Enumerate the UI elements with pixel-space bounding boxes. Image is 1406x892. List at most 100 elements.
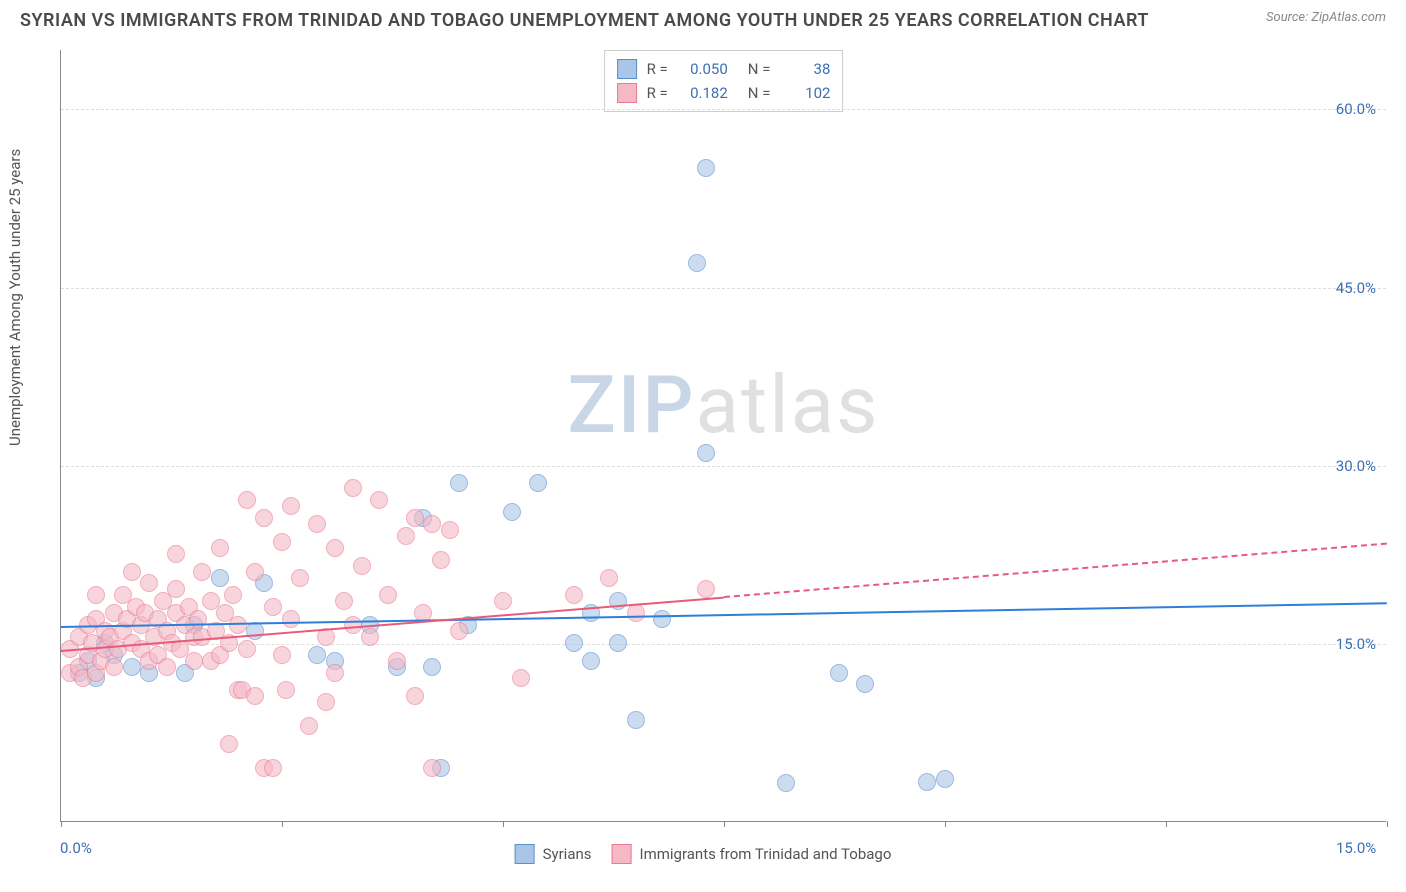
scatter-point-trinidad (238, 491, 256, 509)
scatter-point-trinidad (193, 563, 211, 581)
legend-n-label: N = (748, 60, 771, 78)
scatter-point-trinidad (423, 515, 441, 533)
x-tick-mark (1387, 821, 1388, 827)
scatter-point-trinidad (300, 717, 318, 735)
scatter-point-trinidad (105, 658, 123, 676)
scatter-point-syrians (918, 773, 936, 791)
scatter-point-trinidad (185, 652, 203, 670)
scatter-point-trinidad (344, 479, 362, 497)
scatter-point-trinidad (123, 563, 141, 581)
scatter-point-trinidad (158, 658, 176, 676)
scatter-point-syrians (627, 711, 645, 729)
trendline-trinidad (724, 543, 1387, 598)
scatter-point-trinidad (229, 616, 247, 634)
scatter-point-syrians (529, 474, 547, 492)
scatter-point-trinidad (87, 586, 105, 604)
y-tick-label: 60.0% (1336, 100, 1376, 118)
source-label: Source: ZipAtlas.com (1266, 10, 1386, 25)
scatter-point-syrians (123, 658, 141, 676)
watermark-text: ZIPatlas (568, 358, 880, 452)
scatter-point-trinidad (406, 509, 424, 527)
scatter-point-trinidad (432, 551, 450, 569)
scatter-point-trinidad (388, 652, 406, 670)
scatter-point-syrians (856, 675, 874, 693)
x-tick-mark (61, 821, 62, 827)
gridline (61, 109, 1386, 110)
legend-row-syrians: R =0.050N =38 (617, 57, 831, 81)
legend-swatch (612, 844, 632, 864)
scatter-point-trinidad (264, 759, 282, 777)
scatter-point-trinidad (441, 521, 459, 539)
chart-title: SYRIAN VS IMMIGRANTS FROM TRINIDAD AND T… (20, 10, 1149, 31)
scatter-point-syrians (609, 634, 627, 652)
scatter-point-syrians (308, 646, 326, 664)
scatter-point-syrians (697, 444, 715, 462)
scatter-point-trinidad (264, 598, 282, 616)
scatter-point-trinidad (246, 687, 264, 705)
legend-swatch (515, 844, 535, 864)
legend-r-label: R = (647, 84, 668, 102)
scatter-point-trinidad (565, 586, 583, 604)
x-tick-mark (282, 821, 283, 827)
scatter-point-trinidad (494, 592, 512, 610)
scatter-point-trinidad (317, 693, 335, 711)
scatter-point-trinidad (291, 569, 309, 587)
scatter-point-trinidad (423, 759, 441, 777)
legend-swatch (617, 83, 637, 103)
x-tick-mark (724, 821, 725, 827)
y-tick-label: 45.0% (1336, 279, 1376, 297)
scatter-point-trinidad (211, 539, 229, 557)
scatter-point-syrians (211, 569, 229, 587)
scatter-point-trinidad (167, 580, 185, 598)
legend-row-trinidad: R =0.182N =102 (617, 81, 831, 105)
gridline (61, 288, 1386, 289)
scatter-point-syrians (688, 254, 706, 272)
x-tick-label: 15.0% (1336, 839, 1376, 857)
scatter-point-trinidad (697, 580, 715, 598)
legend-series-syrians: Syrians (515, 844, 592, 864)
scatter-point-syrians (697, 159, 715, 177)
scatter-point-trinidad (406, 687, 424, 705)
scatter-point-syrians (246, 622, 264, 640)
scatter-point-syrians (565, 634, 583, 652)
scatter-point-trinidad (397, 527, 415, 545)
scatter-point-trinidad (273, 533, 291, 551)
gridline (61, 644, 1386, 645)
legend-n-value: 102 (780, 84, 830, 102)
legend-swatch (617, 59, 637, 79)
scatter-point-trinidad (246, 563, 264, 581)
y-axis-label: Unemployment Among Youth under 25 years (6, 149, 24, 446)
trendline-syrians (61, 602, 1387, 628)
scatter-point-trinidad (326, 664, 344, 682)
legend-series-trinidad: Immigrants from Trinidad and Tobago (612, 844, 892, 864)
scatter-point-trinidad (353, 557, 371, 575)
legend-n-label: N = (748, 84, 771, 102)
scatter-point-trinidad (370, 491, 388, 509)
scatter-point-syrians (423, 658, 441, 676)
x-tick-mark (503, 821, 504, 827)
legend-r-value: 0.050 (678, 60, 728, 78)
scatter-point-trinidad (335, 592, 353, 610)
y-tick-label: 30.0% (1336, 457, 1376, 475)
scatter-point-trinidad (361, 628, 379, 646)
legend-n-value: 38 (780, 60, 830, 78)
y-tick-label: 15.0% (1336, 635, 1376, 653)
x-tick-mark (1166, 821, 1167, 827)
scatter-point-trinidad (308, 515, 326, 533)
scatter-point-syrians (582, 652, 600, 670)
scatter-point-syrians (777, 774, 795, 792)
scatter-point-trinidad (238, 640, 256, 658)
x-tick-label: 0.0% (60, 839, 92, 857)
scatter-point-trinidad (167, 545, 185, 563)
scatter-point-syrians (503, 503, 521, 521)
scatter-point-trinidad (224, 586, 242, 604)
scatter-point-trinidad (255, 509, 273, 527)
scatter-point-trinidad (326, 539, 344, 557)
scatter-point-syrians (450, 474, 468, 492)
legend-series-label: Syrians (543, 845, 592, 863)
scatter-point-trinidad (450, 622, 468, 640)
scatter-point-trinidad (220, 735, 238, 753)
scatter-point-syrians (653, 610, 671, 628)
x-tick-mark (945, 821, 946, 827)
scatter-point-trinidad (282, 497, 300, 515)
